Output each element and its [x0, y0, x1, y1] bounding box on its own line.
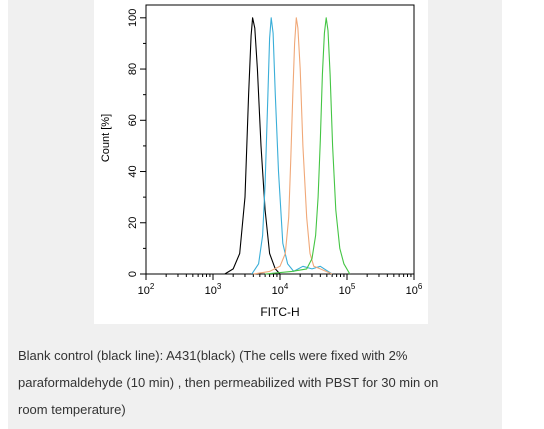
- caption-line-2: paraformaldehyde (10 min) , then permeab…: [18, 375, 439, 390]
- y-tick-label: 40: [127, 165, 139, 177]
- y-axis-label: Count [%]: [100, 114, 112, 162]
- plot-frame: [145, 4, 415, 275]
- y-tick-label: 60: [127, 114, 139, 126]
- y-tick-label: 20: [127, 217, 139, 229]
- y-tick-label: 0: [127, 271, 139, 277]
- series-line-blue: [251, 17, 333, 275]
- figure-card: 102 103 104 105 106 0 20 40 60 80 100 FITC-H Count…: [8, 0, 502, 429]
- x-tick-label: 105: [339, 282, 356, 297]
- x-axis-label: FITC-H: [260, 305, 299, 319]
- x-tick-label: 102: [138, 282, 155, 297]
- series-line-black: [224, 17, 281, 275]
- x-tick-label: 106: [406, 282, 423, 297]
- histogram-chart: 102 103 104 105 106 0 20 40 60 80 100 FITC-H Count…: [100, 4, 423, 319]
- series-line-orange: [253, 17, 333, 275]
- x-tick-label: 103: [205, 282, 222, 297]
- caption-line-3: room temperature): [18, 402, 126, 417]
- x-tick-label: 104: [272, 282, 289, 297]
- y-tick-label: 80: [127, 63, 139, 75]
- plot-area: 102 103 104 105 106 0 20 40 60 80 100: [127, 4, 423, 297]
- y-tick-label: 100: [127, 9, 139, 27]
- flow-cytometry-histogram: 102 103 104 105 106 0 20 40 60 80 100 FITC-H Count…: [94, 0, 428, 324]
- figure-caption: Blank control (black line): A431(black) …: [18, 342, 488, 423]
- caption-line-1: Blank control (black line): A431(black) …: [18, 348, 408, 363]
- series-line-green: [265, 17, 351, 275]
